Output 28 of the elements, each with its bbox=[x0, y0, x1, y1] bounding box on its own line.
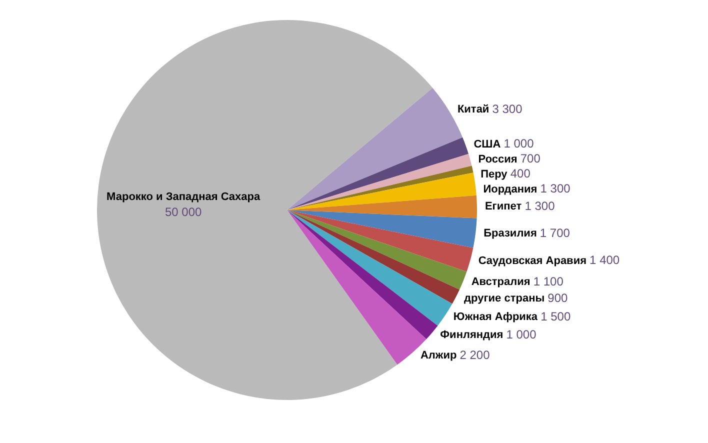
slice-label: Алжир bbox=[420, 350, 457, 362]
data-label: 3 300 bbox=[492, 102, 523, 116]
data-label: 400 bbox=[510, 166, 531, 181]
data-label: 50 000 bbox=[164, 205, 202, 220]
data-label: 1 300 bbox=[540, 182, 571, 196]
data-label: 1 700 bbox=[540, 226, 570, 240]
data-label: 2 200 bbox=[460, 348, 490, 362]
data-label: 1 100 bbox=[533, 274, 564, 288]
data-label: 1 000 bbox=[504, 136, 534, 151]
data-label: 1 400 bbox=[590, 253, 620, 268]
slice-label: Финляндия bbox=[440, 329, 504, 342]
slice-label: Бразилия bbox=[484, 228, 537, 240]
slice-label: Марокко и Западная Сахара bbox=[106, 190, 261, 203]
data-label: 1 300 bbox=[524, 199, 556, 214]
slice-label: Саудовская Аравия bbox=[478, 254, 587, 267]
slice-label: Перу bbox=[480, 168, 508, 180]
slice-label: другие страны bbox=[464, 292, 545, 305]
slice-label: Австралия bbox=[471, 276, 530, 288]
slice-label: США bbox=[474, 138, 501, 150]
slice-label: Россия bbox=[478, 153, 518, 166]
data-label: 1 000 bbox=[506, 327, 537, 342]
data-label: 1 500 bbox=[540, 309, 571, 324]
data-label: 700 bbox=[520, 152, 541, 166]
slice-label: Китай bbox=[457, 104, 490, 116]
slice-label: Иордания bbox=[483, 183, 538, 196]
slice-label: Южная Африка bbox=[453, 311, 538, 324]
slice-label: Египет bbox=[484, 200, 522, 213]
data-label: 900 bbox=[548, 290, 568, 305]
